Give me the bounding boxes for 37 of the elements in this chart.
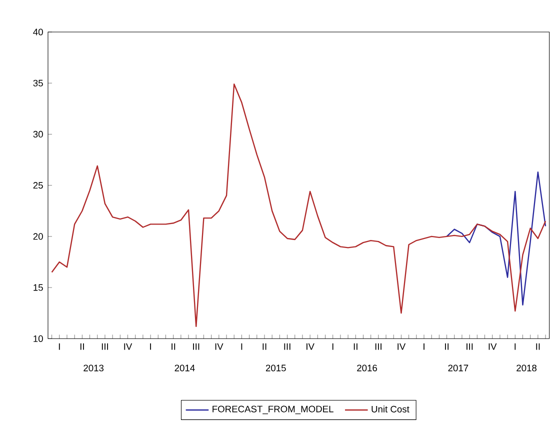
legend-label: FORECAST_FROM_MODEL xyxy=(212,406,334,414)
y-tick-label: 10 xyxy=(34,335,43,342)
x-tick-label: IV xyxy=(398,343,406,350)
text: 2013 xyxy=(84,364,104,372)
text: 2017 xyxy=(448,364,468,372)
y-tick-label: 25 xyxy=(33,182,43,189)
x-tick-label: IV xyxy=(215,343,224,350)
x-tick-label: IV xyxy=(306,343,314,350)
x-tick-label: I xyxy=(58,343,60,350)
x-tick-label: I xyxy=(332,343,334,350)
x-tick-label: I xyxy=(150,343,151,350)
x-tick-label: III xyxy=(193,343,200,350)
x-tick-label: II xyxy=(536,343,540,350)
x-tick-label: IV xyxy=(488,343,497,350)
x-tick-label: II xyxy=(262,343,266,350)
y-tick-label: 15 xyxy=(34,284,43,291)
x-tick-label: III xyxy=(284,343,290,350)
y-tick-label: 20 xyxy=(33,233,43,240)
x-tick-label: II xyxy=(354,343,358,350)
text: 2016 xyxy=(357,364,377,372)
x-tick-label: II xyxy=(80,343,84,350)
legend-label: Unit Cost xyxy=(372,406,410,412)
x-tick-label: II xyxy=(445,343,449,350)
y-tick-label: 30 xyxy=(33,130,43,138)
x-tick-label: III xyxy=(466,343,473,350)
x-tick-label: III xyxy=(375,343,382,350)
x-tick-label: I xyxy=(514,343,516,350)
x-tick-label: IV xyxy=(124,343,132,350)
line-series xyxy=(446,171,546,306)
text: 2015 xyxy=(266,364,286,372)
text: 2014 xyxy=(174,364,195,372)
text: 2018 xyxy=(516,364,537,372)
x-tick-label: III xyxy=(102,343,108,350)
x-tick-label: I xyxy=(241,343,242,350)
x-tick-label: II xyxy=(172,343,176,350)
y-tick-label: 35 xyxy=(33,80,43,86)
y-tick-label: 40 xyxy=(33,28,43,36)
